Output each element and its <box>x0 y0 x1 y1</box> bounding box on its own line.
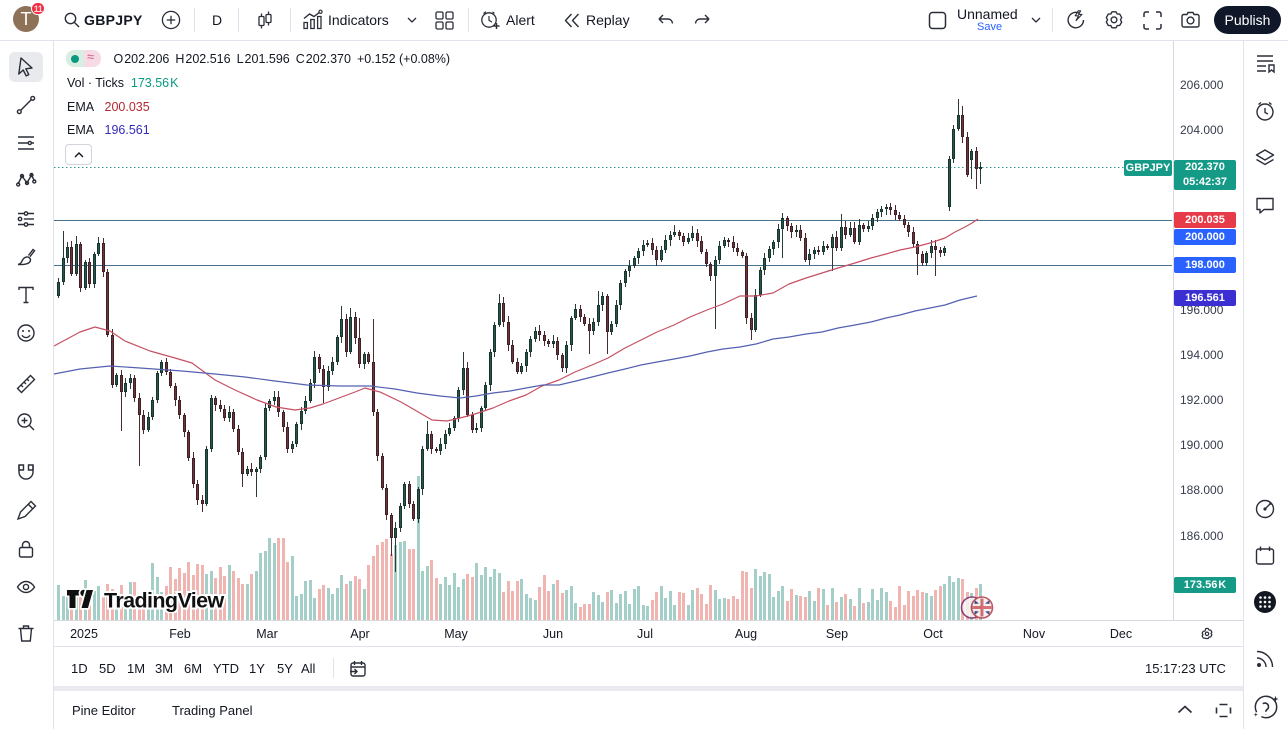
svg-text:TradingView: TradingView <box>104 589 225 613</box>
